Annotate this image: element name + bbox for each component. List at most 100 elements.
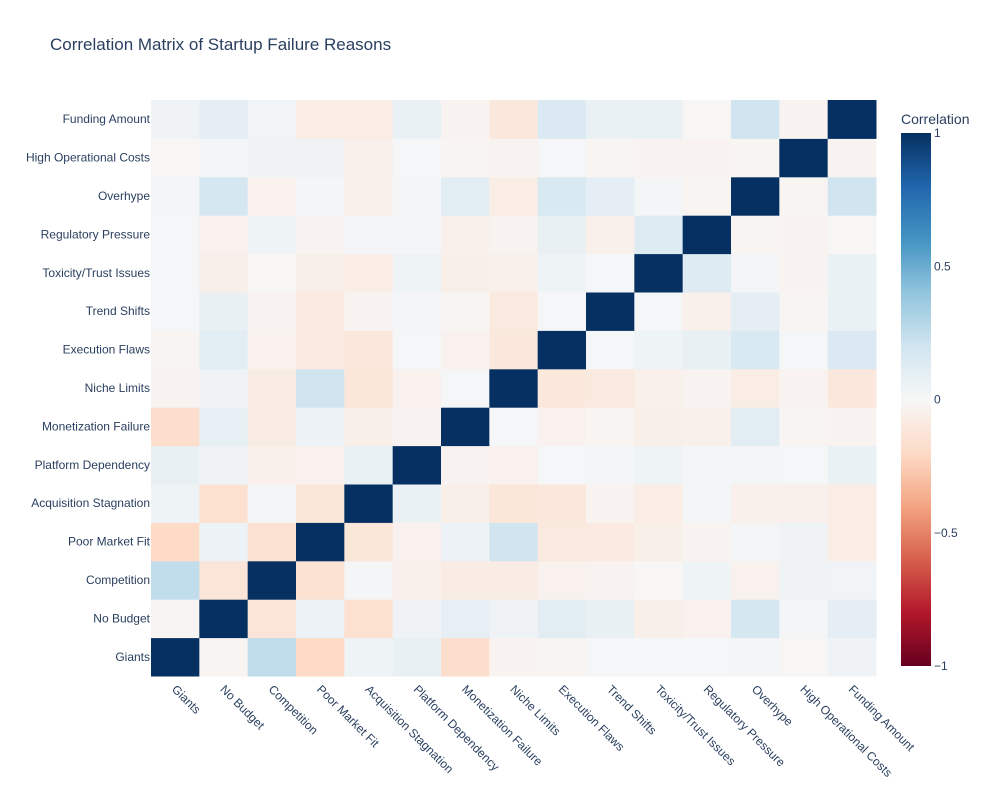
heatmap-cell (489, 637, 539, 677)
heatmap-cell (247, 445, 297, 485)
heatmap-cell (489, 138, 539, 178)
heatmap-cell (537, 368, 587, 408)
heatmap-cell (682, 522, 732, 562)
heatmap-cell (151, 368, 200, 408)
colorbar-tick-label: −0.5 (934, 526, 958, 540)
heatmap-cell (586, 637, 635, 677)
heatmap-cell (392, 560, 442, 600)
heatmap-cell (634, 560, 684, 600)
heatmap-cell (731, 637, 780, 677)
heatmap-cell (827, 330, 877, 370)
heatmap-cell (441, 522, 490, 562)
heatmap-cell (296, 292, 345, 331)
heatmap-cell (247, 484, 297, 523)
heatmap-cell (634, 176, 684, 216)
colorbar (901, 133, 931, 666)
heatmap-cell (634, 215, 684, 255)
heatmap-cell (634, 522, 684, 562)
heatmap-cell (199, 292, 249, 331)
heatmap-cell (441, 100, 490, 139)
heatmap-cell (247, 599, 297, 639)
heatmap-cell (634, 138, 684, 178)
heatmap-cell (489, 560, 539, 600)
y-tick-label: Trend Shifts (86, 304, 150, 318)
heatmap-cell (441, 445, 490, 485)
heatmap-cell (537, 215, 587, 255)
heatmap-cell (344, 484, 394, 523)
heatmap-cell (151, 407, 200, 447)
heatmap-cell (537, 407, 587, 447)
heatmap-cell (247, 100, 297, 139)
heatmap-cell (682, 445, 732, 485)
heatmap-cell (779, 445, 829, 485)
y-tick-label: Platform Dependency (35, 458, 150, 472)
heatmap-cell (489, 407, 539, 447)
x-tick-label: Monetization Failure (459, 682, 546, 769)
heatmap-cell (151, 253, 200, 293)
heatmap-cell (151, 484, 200, 523)
y-tick-label: Acquisition Stagnation (31, 496, 150, 510)
heatmap-cell (247, 522, 297, 562)
heatmap-cell (199, 100, 249, 139)
heatmap-cell (296, 484, 345, 523)
x-tick-label: High Operational Costs (797, 682, 895, 780)
heatmap-cell (634, 292, 684, 331)
heatmap-cell (247, 215, 297, 255)
heatmap-cell (634, 100, 684, 139)
heatmap-cell (344, 176, 394, 216)
heatmap-cell (731, 292, 780, 331)
colorbar-title: Correlation (901, 111, 969, 127)
x-tick-label: Competition (266, 682, 321, 737)
x-tick-label: Platform Dependency (411, 682, 503, 774)
heatmap-cell (731, 445, 780, 485)
heatmap-cell (779, 368, 829, 408)
heatmap-cell (827, 560, 877, 600)
heatmap-cell (441, 599, 490, 639)
heatmap-cell (296, 253, 345, 293)
heatmap-cell (296, 215, 345, 255)
heatmap-cell (247, 330, 297, 370)
y-tick-label: Monetization Failure (42, 419, 150, 433)
heatmap-cell (537, 599, 587, 639)
heatmap-cell (489, 484, 539, 523)
heatmap-cell (344, 522, 394, 562)
heatmap-cell (296, 100, 345, 139)
heatmap-cell (586, 215, 635, 255)
colorbar-tick-label: −1 (934, 659, 948, 673)
heatmap-cell (441, 292, 490, 331)
heatmap-cell (199, 253, 249, 293)
heatmap-cell (296, 637, 345, 677)
heatmap-cell (151, 215, 200, 255)
heatmap-cell (827, 445, 877, 485)
heatmap-cell (344, 445, 394, 485)
heatmap-cell (586, 100, 635, 139)
heatmap-cell (441, 368, 490, 408)
heatmap-cell (537, 138, 587, 178)
heatmap-cell (827, 368, 877, 408)
heatmap-cell (489, 522, 539, 562)
colorbar-tick-labels: 1 0.5 0 −0.5 −1 (934, 126, 958, 673)
heatmap-cell (634, 330, 684, 370)
y-tick-label: Toxicity/Trust Issues (42, 266, 150, 280)
heatmap-cell (392, 484, 442, 523)
heatmap-cell (586, 253, 635, 293)
heatmap-cell (731, 522, 780, 562)
heatmap-cell (441, 637, 490, 677)
heatmap-cell (199, 484, 249, 523)
heatmap-cell (731, 368, 780, 408)
heatmap-cell (392, 215, 442, 255)
heatmap-cell (247, 176, 297, 216)
heatmap-cell (489, 599, 539, 639)
heatmap-cell (827, 138, 877, 178)
heatmap-cell (682, 100, 732, 139)
heatmap-cell (682, 176, 732, 216)
heatmap-cell (537, 445, 587, 485)
heatmap-cell (151, 292, 200, 331)
heatmap-cell (731, 176, 780, 216)
heatmap-cell (682, 484, 732, 523)
y-tick-label: Overhype (98, 189, 150, 203)
heatmap-cell (151, 138, 200, 178)
heatmap-cell (199, 176, 249, 216)
heatmap-cell (586, 560, 635, 600)
